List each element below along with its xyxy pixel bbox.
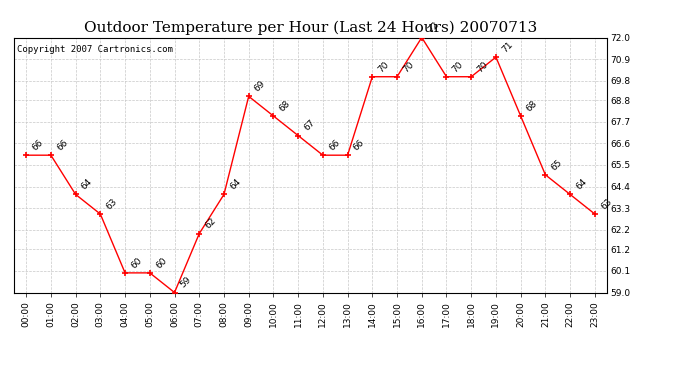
Text: 63: 63 (104, 197, 119, 211)
Text: 68: 68 (525, 99, 540, 113)
Text: 70: 70 (377, 60, 391, 74)
Text: Copyright 2007 Cartronics.com: Copyright 2007 Cartronics.com (17, 45, 172, 54)
Text: 62: 62 (204, 216, 218, 231)
Text: 64: 64 (80, 177, 95, 192)
Text: 64: 64 (228, 177, 243, 192)
Text: 69: 69 (253, 79, 267, 94)
Text: 59: 59 (179, 275, 193, 290)
Text: 71: 71 (500, 40, 515, 54)
Text: 60: 60 (129, 256, 144, 270)
Text: 64: 64 (574, 177, 589, 192)
Title: Outdoor Temperature per Hour (Last 24 Hours) 20070713: Outdoor Temperature per Hour (Last 24 Ho… (84, 21, 537, 35)
Text: 65: 65 (549, 158, 564, 172)
Text: 63: 63 (599, 197, 613, 211)
Text: 72: 72 (426, 20, 440, 35)
Text: 68: 68 (277, 99, 292, 113)
Text: 66: 66 (352, 138, 366, 152)
Text: 60: 60 (154, 256, 168, 270)
Text: 66: 66 (30, 138, 45, 152)
Text: 66: 66 (327, 138, 342, 152)
Text: 66: 66 (55, 138, 70, 152)
Text: 70: 70 (451, 60, 465, 74)
Text: 67: 67 (302, 118, 317, 133)
Text: 70: 70 (401, 60, 415, 74)
Text: 70: 70 (475, 60, 490, 74)
